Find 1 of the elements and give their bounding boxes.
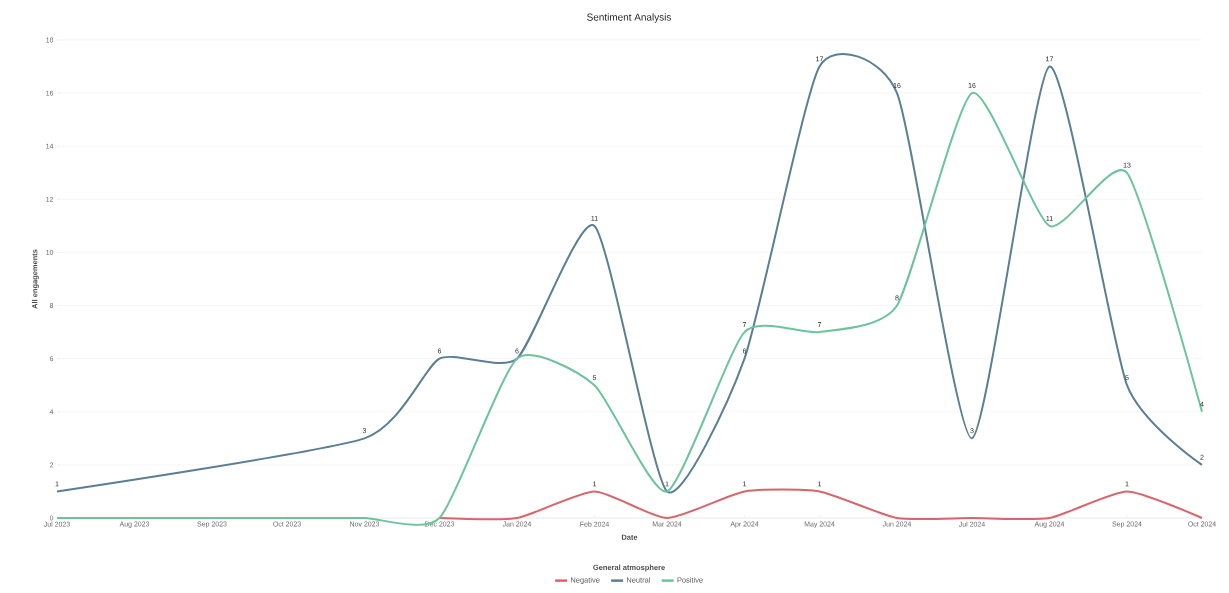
chart-title: Sentiment Analysis (587, 13, 671, 23)
